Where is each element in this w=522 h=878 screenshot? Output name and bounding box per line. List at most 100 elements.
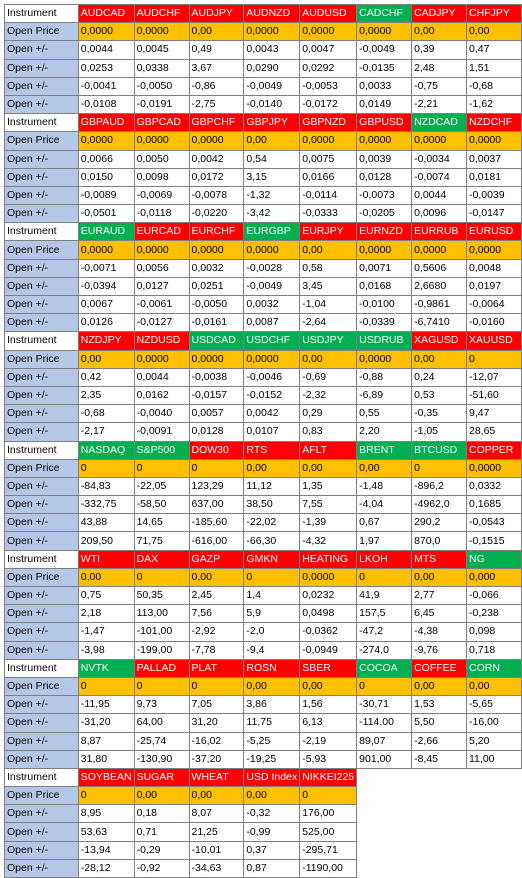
open-price-value: 0: [77, 786, 135, 806]
open-price-value: 0,0000: [243, 349, 301, 369]
instrument-name: AUDUSD: [299, 3, 358, 24]
change-value: -0,69: [299, 367, 358, 387]
change-value: -0,0064: [466, 294, 522, 315]
empty-cell: [356, 768, 412, 787]
change-value: 0,0048: [466, 258, 522, 278]
change-value: 0,42: [77, 367, 135, 387]
instrument-header-row: Instrument GBPAUD GBPCAD GBPCHF GBPJPY GBPNZD…: [4, 113, 522, 133]
change-value: 0,0042: [188, 149, 245, 169]
change-value: -4,04: [356, 495, 413, 515]
instrument-name: SOYBEAN: [77, 767, 135, 788]
instrument-name: COCOA: [356, 658, 413, 678]
open-price-row: Open Price 0,0000 0,0000 0,00 0,0000 0,0000 0,…: [4, 22, 522, 42]
change-label: Open +/-: [4, 731, 79, 751]
change-value: -2,75: [188, 94, 245, 115]
open-price-value: 0,0000: [188, 131, 245, 151]
open-price-row: Open Price 0,0000 0,0000 0,0000 0,0000 0,00 0,…: [4, 240, 522, 260]
change-value: -7,78: [188, 640, 245, 660]
instrument-label: Instrument: [4, 767, 79, 788]
change-value: 3,45: [299, 276, 358, 297]
change-value: -2,66: [411, 731, 467, 751]
change-row: Open +/- 0,0067 -0,0061 -0,0050 0,0032 -1,04-…: [4, 294, 522, 315]
instrument-name: WHEAT: [188, 767, 245, 788]
change-value: 14,65: [133, 513, 190, 533]
change-value: -22,02: [243, 513, 301, 533]
change-label: Open +/-: [4, 585, 79, 606]
change-value: -4962,0: [411, 495, 467, 515]
change-value: 0,0032: [188, 258, 245, 278]
change-value: 0,0168: [356, 276, 413, 297]
change-value: 0,58: [299, 258, 358, 278]
change-value: -114,00: [356, 713, 413, 733]
change-value: 2,20: [356, 422, 413, 442]
open-price-row: Open Price 0 0,00 0,00 0,00 0: [4, 786, 522, 806]
change-value: -9,4: [243, 640, 301, 660]
change-value: -1,32: [243, 185, 301, 206]
change-value: -12,07: [466, 367, 522, 387]
change-value: -0,0135: [356, 58, 413, 78]
change-label: Open +/-: [4, 58, 79, 78]
change-row: Open +/- 0,0126 -0,0127 -0,0161 0,0087 -2,64-…: [4, 313, 522, 333]
change-value: -58,50: [133, 495, 190, 515]
change-value: -0,99: [243, 822, 301, 842]
change-label: Open +/-: [4, 695, 79, 715]
change-value: -0,0050: [133, 76, 190, 96]
change-value: 0,0181: [466, 167, 522, 187]
change-value: -1,05: [411, 422, 467, 442]
instrument-label: Instrument: [4, 331, 79, 351]
change-value: 64,00: [133, 713, 190, 733]
instrument-name: NZDCAD: [411, 113, 467, 133]
change-value: 0,47: [466, 40, 522, 60]
change-value: -0,0100: [356, 294, 413, 315]
change-value: -0,0191: [133, 94, 190, 115]
change-value: -0,0038: [188, 367, 245, 387]
instrument-name: CORN: [466, 658, 522, 678]
change-row: Open +/- -0,0071 0,0056 0,0032 -0,0028 0,58 0,…: [4, 258, 522, 278]
change-value: -0,0040: [133, 404, 190, 424]
change-value: -0,0543: [466, 513, 522, 533]
change-value: -0,0046: [243, 367, 301, 387]
change-value: -130,90: [133, 749, 190, 769]
change-value: -101,00: [133, 622, 190, 642]
open-price-label: Open Price: [4, 131, 79, 151]
change-value: -5,65: [466, 695, 522, 715]
change-value: -896,2: [411, 476, 467, 497]
change-value: 0,0197: [466, 276, 522, 297]
change-value: -0,0220: [188, 204, 245, 224]
change-row: Open +/- -1,47 -101,00 -2,92 -2,0 -0,0362 -47,…: [4, 622, 522, 642]
change-value: -37,20: [188, 749, 245, 769]
change-value: 0,5606: [411, 258, 467, 278]
change-value: -616,00: [188, 531, 245, 551]
instrument-name: WTI: [77, 549, 135, 569]
instrument-name: EURJPY: [299, 222, 358, 242]
change-value: 1,4: [243, 585, 301, 606]
change-value: -0,0333: [299, 204, 358, 224]
change-label: Open +/-: [4, 422, 79, 442]
instrument-name: EURCAD: [133, 222, 190, 242]
change-value: -66,30: [243, 531, 301, 551]
instrument-name: AFLT: [299, 440, 358, 460]
open-price-value: 0,0000: [411, 131, 467, 151]
change-value: 1,51: [466, 58, 522, 78]
change-value: 0,0128: [356, 167, 413, 187]
change-value: 31,80: [77, 749, 135, 769]
change-row: Open +/- 2,35 0,0162 -0,0157 -0,0152 -2,32 -6,…: [4, 385, 522, 406]
change-row: Open +/- 209,50 71,75 -616,00 -66,30 -4,32 1,9…: [4, 531, 522, 551]
instrument-name: HEATING: [299, 549, 358, 569]
change-label: Open +/-: [4, 804, 79, 824]
instrument-name: COPPER: [466, 440, 522, 460]
change-label: Open +/-: [4, 40, 79, 60]
change-value: -2,64: [299, 313, 358, 333]
change-value: 0,0075: [299, 149, 358, 169]
instrument-label: Instrument: [4, 3, 79, 24]
instrument-name: AUDCAD: [77, 3, 135, 24]
open-price-label: Open Price: [4, 22, 79, 42]
change-value: -34,63: [188, 858, 245, 878]
change-value: -0,92: [133, 858, 190, 878]
change-row: Open +/- -2,17 -0,0091 0,0128 0,0107 0,83 2,20…: [4, 422, 522, 442]
open-price-value: 0,0000: [133, 349, 190, 369]
change-value: -47,2: [356, 622, 413, 642]
change-label: Open +/-: [4, 76, 79, 96]
instrument-label: Instrument: [4, 658, 79, 678]
change-row: Open +/- 8,87 -25,74 -16,02 -5,25 -2,19 89,07-…: [4, 731, 522, 751]
